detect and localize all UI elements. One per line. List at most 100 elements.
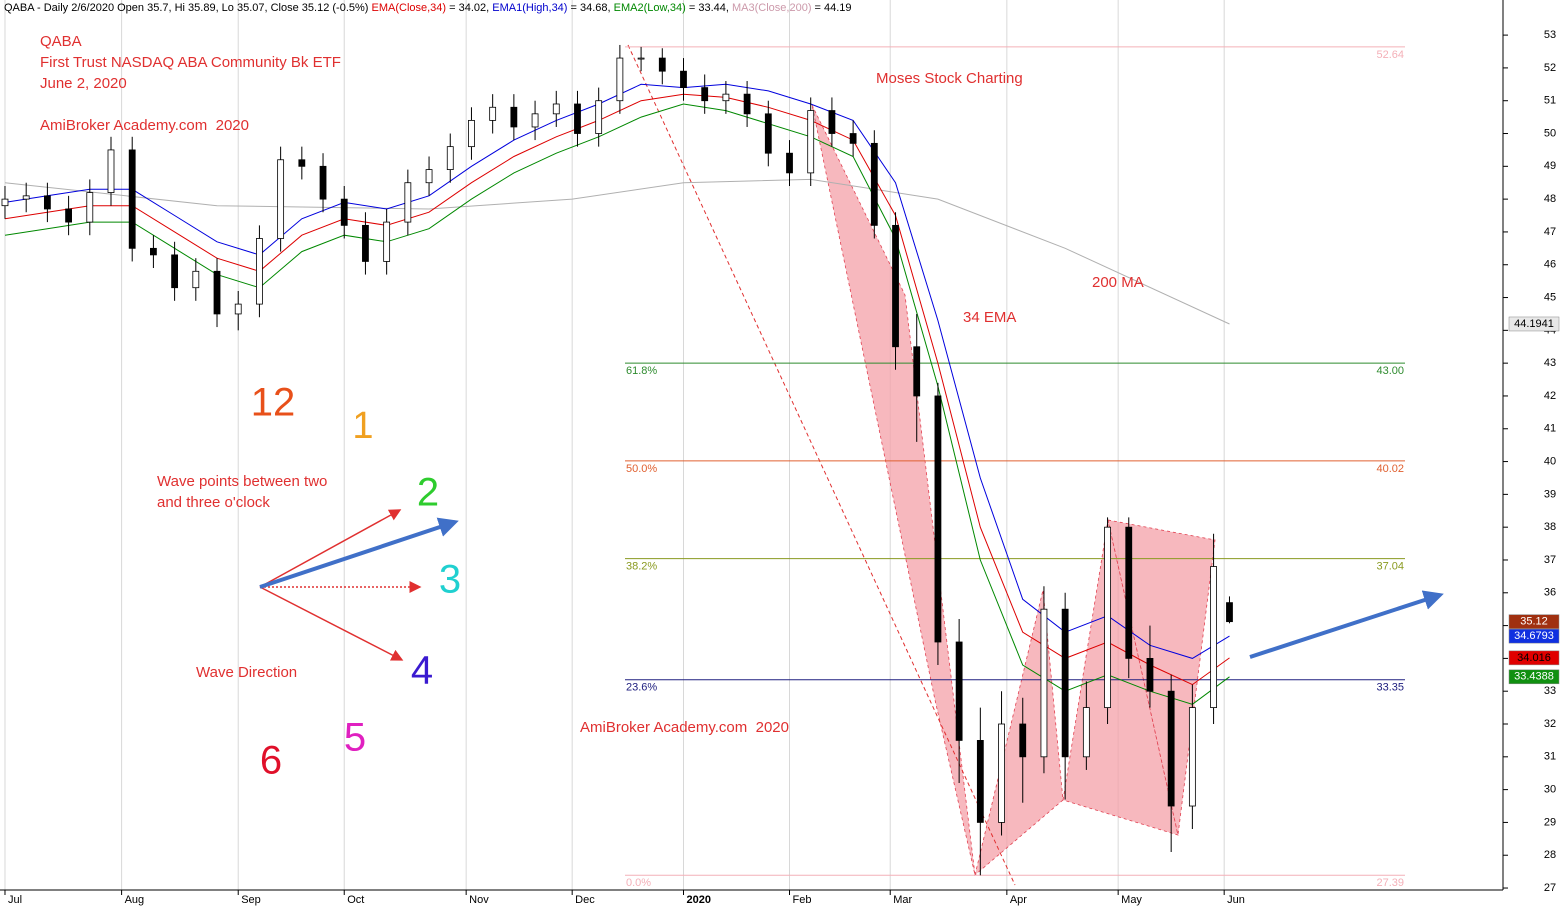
annotation: 2 (417, 471, 439, 515)
price-tag (1508, 316, 1560, 332)
y-tick-label: 45 (1544, 291, 1556, 303)
candle-body (892, 224, 899, 348)
candle-body (637, 57, 645, 60)
y-tick-label: 36 (1544, 587, 1556, 599)
candle-body (680, 70, 687, 88)
y-tick-label: 28 (1544, 849, 1556, 861)
annotation: Wave points between two (157, 473, 327, 490)
price-tag-label: 35.12 (1520, 616, 1548, 628)
candle-body (574, 103, 581, 134)
fib-price-label: 33.35 (1376, 682, 1404, 694)
y-tick-label: 42 (1544, 390, 1556, 402)
x-tick-label: Feb (793, 894, 812, 906)
fib-price-label: 40.02 (1376, 463, 1404, 475)
candle-body (786, 152, 793, 174)
x-tick-label: Jul (8, 894, 22, 906)
annotation: June 2, 2020 (40, 75, 127, 92)
price-tag-label: 34.6793 (1514, 630, 1554, 642)
pattern-shape (811, 104, 976, 876)
y-tick-label: 33 (1544, 685, 1556, 697)
fib-percent-label: 50.0% (626, 463, 657, 475)
annotation: 3 (439, 558, 461, 602)
y-tick-label: 31 (1544, 751, 1556, 763)
y-tick-label: 41 (1544, 423, 1556, 435)
y-tick-label: 37 (1544, 554, 1556, 566)
candle-body (234, 303, 242, 315)
annotation: 12 (251, 381, 296, 425)
candle-body (383, 221, 391, 262)
candle-body (362, 224, 369, 262)
candle-body (510, 106, 518, 128)
candle-body (1019, 723, 1027, 758)
arrow (259, 517, 459, 589)
wave-arrows (259, 509, 1444, 661)
fib-price-label: 37.04 (1376, 561, 1404, 573)
candle-body (65, 208, 72, 223)
x-tick-label: Oct (347, 894, 364, 906)
arrow (259, 586, 404, 661)
candle-body (128, 149, 136, 249)
annotation: 4 (411, 649, 433, 693)
x-tick-label: Apr (1010, 894, 1027, 906)
candle-body (489, 106, 497, 121)
candle-body (107, 149, 115, 193)
candle-body (1082, 707, 1090, 758)
price-tag (1508, 650, 1560, 666)
fib-price-label: 52.64 (1376, 49, 1404, 61)
annotation: AmiBroker Academy.com 2020 (580, 719, 789, 736)
y-tick-label: 53 (1544, 29, 1556, 41)
fib-percent-label: 38.2% (626, 561, 657, 573)
candle-body (1104, 526, 1111, 709)
candle-body (171, 254, 179, 289)
y-tick-label: 39 (1544, 488, 1556, 500)
candle-body (998, 723, 1005, 823)
annotation: QABA (40, 33, 82, 50)
y-tick-label: 46 (1544, 259, 1556, 271)
fib-percent-label: 61.8% (626, 365, 657, 377)
x-tick-label: Jun (1227, 894, 1245, 906)
candle-body (658, 57, 666, 72)
candle-body (934, 395, 942, 643)
x-tick-label: Nov (469, 894, 489, 906)
candle-body (1125, 526, 1133, 659)
candle-body (1188, 707, 1196, 807)
annotation: First Trust NASDAQ ABA Community Bk ETF (40, 54, 341, 71)
candle-body (828, 110, 836, 134)
header-text: = 34.02, (446, 2, 492, 14)
candle-body (43, 195, 51, 210)
indicator-line (4, 178, 1230, 325)
candle-body (955, 641, 963, 741)
x-tick-label: Dec (575, 894, 595, 906)
price-tag (1508, 628, 1560, 644)
x-tick-label: May (1121, 894, 1142, 906)
header-text: EMA1(High,34) (492, 2, 567, 14)
candle-body (764, 113, 772, 154)
annotation: AmiBroker Academy.com 2020 (40, 117, 249, 134)
price-tag-label: 33.4388 (1514, 671, 1554, 683)
candle-body (86, 192, 94, 223)
fib-price-label: 27.39 (1376, 877, 1404, 889)
candle-body (150, 247, 157, 256)
candle-body (1061, 608, 1069, 758)
candle-body (446, 146, 454, 171)
candle-body (213, 270, 221, 315)
candle-body (404, 182, 412, 223)
header-text: = 33.44, (686, 2, 732, 14)
candle-body (1167, 690, 1175, 807)
header-text: MA3(Close,200) (732, 2, 811, 14)
arrow (259, 509, 402, 588)
candle-body (1146, 657, 1154, 692)
candle-body (277, 159, 285, 239)
candle-body (595, 100, 603, 134)
fib-price-label: 43.00 (1376, 365, 1404, 377)
y-tick-label: 29 (1544, 816, 1556, 828)
pattern-shape (1107, 519, 1216, 836)
y-tick-label: 32 (1544, 718, 1556, 730)
fib-percent-label: 23.6% (626, 682, 657, 694)
annotation: 5 (344, 716, 366, 760)
header-text: = 34.68, (567, 2, 613, 14)
y-tick-label: 38 (1544, 521, 1556, 533)
y-tick-label: 43 (1544, 357, 1556, 369)
